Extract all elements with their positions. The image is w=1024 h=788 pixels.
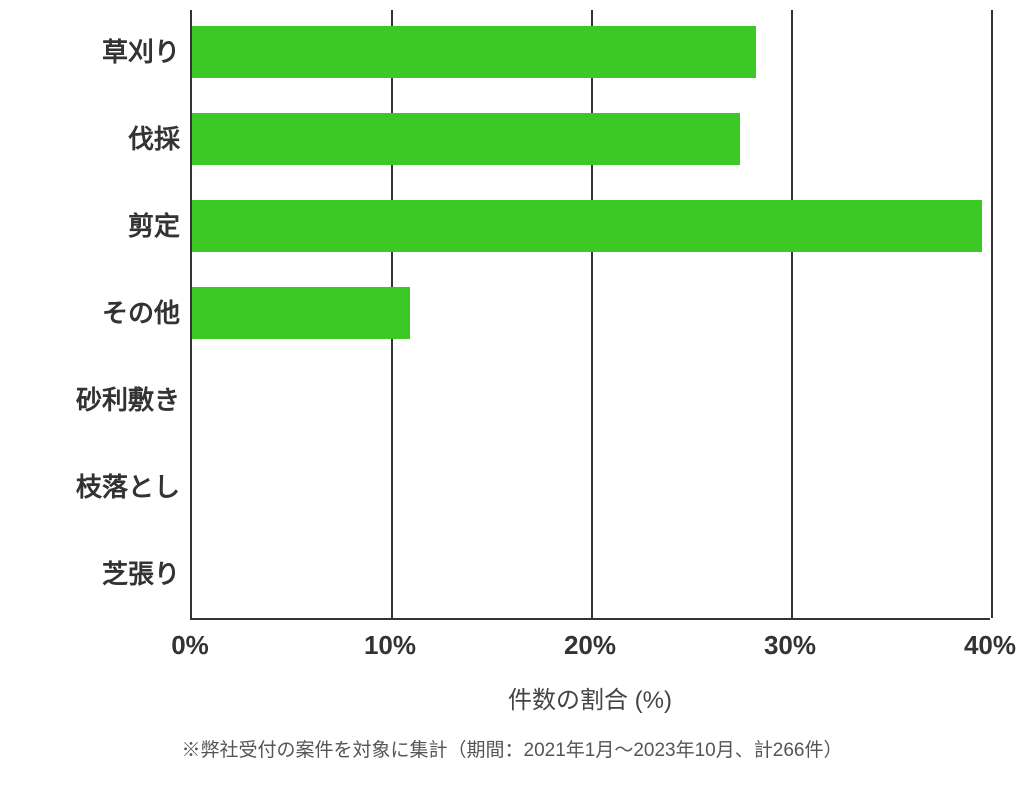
gridline	[591, 10, 593, 618]
y-category-label: 剪定	[10, 200, 180, 252]
x-tick-label: 10%	[364, 630, 416, 661]
x-axis-title: 件数の割合 (%)	[190, 680, 990, 715]
y-category-label: 砂利敷き	[10, 374, 180, 426]
bar	[192, 200, 982, 252]
x-tick-label: 40%	[964, 630, 1016, 661]
y-category-label: その他	[10, 287, 180, 339]
x-tick-label: 30%	[764, 630, 816, 661]
bar	[192, 113, 740, 165]
bar	[192, 26, 756, 78]
gridline	[791, 10, 793, 618]
y-category-label: 枝落とし	[10, 461, 180, 513]
chart-container: 件数の割合 (%) 0%10%20%30%40%草刈り伐採剪定その他砂利敷き枝落…	[30, 10, 1000, 690]
x-tick-label: 0%	[171, 630, 209, 661]
x-tick-label: 20%	[564, 630, 616, 661]
y-category-label: 伐採	[10, 113, 180, 165]
y-category-label: 芝張り	[10, 548, 180, 600]
footnote: ※弊社受付の案件を対象に集計（期間：2021年1月〜2023年10月、計266件…	[0, 735, 1024, 762]
bar	[192, 287, 410, 339]
y-category-label: 草刈り	[10, 26, 180, 78]
plot-area	[190, 10, 990, 620]
gridline	[991, 10, 993, 618]
